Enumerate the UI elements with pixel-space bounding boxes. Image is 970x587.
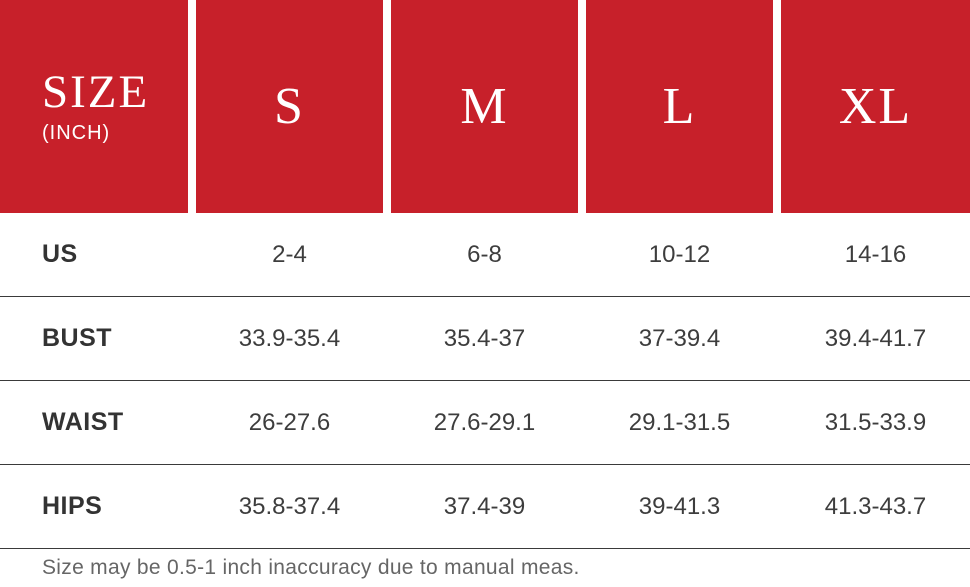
size-chart-header: SIZE (INCH) S M L XL [0, 0, 970, 213]
value-hips-s: 35.8-37.4 [238, 492, 341, 520]
cell-hips-xl: 41.3-43.7 [781, 465, 970, 548]
header-size-cell: SIZE (INCH) [0, 0, 188, 213]
cell-hips-m: 37.4-39 [391, 465, 578, 548]
row-label-bust: BUST [42, 324, 113, 352]
value-waist-m: 27.6-29.1 [433, 408, 536, 436]
cell-us-m: 6-8 [391, 213, 578, 296]
value-hips-xl: 41.3-43.7 [824, 492, 927, 520]
row-label-cell: WAIST [0, 381, 188, 464]
row-label-cell: BUST [0, 297, 188, 380]
value-bust-m: 35.4-37 [443, 324, 526, 352]
cell-waist-s: 26-27.6 [196, 381, 383, 464]
cell-waist-m: 27.6-29.1 [391, 381, 578, 464]
value-waist-xl: 31.5-33.9 [824, 408, 927, 436]
table-row-us: US 2-4 6-8 10-12 14-16 [0, 213, 970, 297]
row-label-hips: HIPS [42, 492, 103, 520]
row-label-cell: HIPS [0, 465, 188, 548]
footnote-text: Size may be 0.5-1 inch inaccuracy due to… [42, 556, 580, 579]
value-hips-l: 39-41.3 [638, 492, 721, 520]
cell-bust-l: 37-39.4 [586, 297, 773, 380]
col-label-xl: XL [838, 78, 913, 135]
cell-hips-l: 39-41.3 [586, 465, 773, 548]
value-us-s: 2-4 [272, 240, 307, 268]
header-col-s: S [196, 0, 383, 213]
footnote: Size may be 0.5-1 inch inaccuracy due to… [0, 549, 970, 587]
size-unit-label: (INCH) [42, 121, 111, 144]
value-bust-l: 37-39.4 [638, 324, 721, 352]
header-col-xl: XL [781, 0, 970, 213]
cell-bust-m: 35.4-37 [391, 297, 578, 380]
value-us-m: 6-8 [467, 240, 502, 268]
col-label-m: M [460, 78, 509, 135]
header-col-l: L [586, 0, 773, 213]
value-waist-l: 29.1-31.5 [628, 408, 731, 436]
table-row-hips: HIPS 35.8-37.4 37.4-39 39-41.3 41.3-43.7 [0, 465, 970, 549]
header-col-m: M [391, 0, 578, 213]
cell-waist-xl: 31.5-33.9 [781, 381, 970, 464]
row-label-cell: US [0, 213, 188, 296]
cell-bust-s: 33.9-35.4 [196, 297, 383, 380]
cell-us-l: 10-12 [586, 213, 773, 296]
table-row-waist: WAIST 26-27.6 27.6-29.1 29.1-31.5 31.5-3… [0, 381, 970, 465]
cell-us-s: 2-4 [196, 213, 383, 296]
cell-us-xl: 14-16 [781, 213, 970, 296]
value-waist-s: 26-27.6 [248, 408, 331, 436]
cell-bust-xl: 39.4-41.7 [781, 297, 970, 380]
value-hips-m: 37.4-39 [443, 492, 526, 520]
value-us-l: 10-12 [648, 240, 711, 268]
cell-hips-s: 35.8-37.4 [196, 465, 383, 548]
table-row-bust: BUST 33.9-35.4 35.4-37 37-39.4 39.4-41.7 [0, 297, 970, 381]
row-label-waist: WAIST [42, 408, 124, 436]
row-label-us: US [42, 240, 78, 268]
size-title: SIZE [42, 66, 150, 119]
value-bust-xl: 39.4-41.7 [824, 324, 927, 352]
value-bust-s: 33.9-35.4 [238, 324, 341, 352]
value-us-xl: 14-16 [844, 240, 907, 268]
col-label-l: L [662, 78, 697, 135]
cell-waist-l: 29.1-31.5 [586, 381, 773, 464]
col-label-s: S [274, 78, 305, 135]
